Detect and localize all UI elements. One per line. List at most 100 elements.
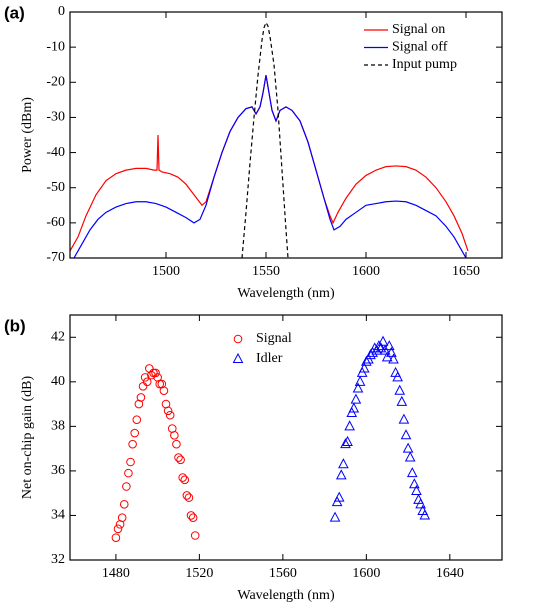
triangle-marker [361,355,372,366]
circle-marker [155,379,165,389]
circle-marker [126,457,135,467]
y-tick-label: 0 [58,4,65,19]
circle-marker [132,415,142,424]
triangle-marker [411,484,422,495]
legend-swatch [233,334,243,344]
y-tick-label: 42 [51,329,65,344]
x-tick-label: 1500 [152,264,180,279]
circle-marker [174,453,183,462]
plot-area [111,335,431,543]
plot-frame [69,314,503,561]
circle-marker [111,533,121,543]
triangle-marker [383,340,395,351]
y-tick-label: -20 [46,75,65,90]
circle-marker [184,493,194,502]
y-tick-label: 32 [51,552,65,567]
circle-marker [178,473,187,482]
triangle-marker [369,342,381,353]
triangle-marker [409,478,420,489]
circle-marker [188,513,198,522]
y-tick-label: -70 [46,250,65,265]
plot-area [70,21,469,258]
circle-marker [128,439,137,449]
x-tick-label: 1560 [269,566,297,581]
panel-label: (b) [4,316,26,335]
triangle-marker [352,382,364,393]
circle-marker [172,439,181,449]
circle-marker [117,513,127,522]
circle-marker [170,430,179,440]
x-tick-label: 1520 [185,566,213,581]
y-tick-label: 34 [51,508,65,523]
y-tick-label: -50 [46,180,65,195]
y-tick-label: -30 [46,110,65,125]
circle-marker [122,482,131,491]
triangle-marker [406,467,418,478]
triangle-marker [386,346,397,357]
legend-label: Signal off [392,40,448,55]
triangle-marker [344,420,355,431]
triangle-marker [348,402,360,413]
circle-marker [124,468,133,478]
x-tick-label: 1650 [452,264,480,279]
triangle-marker [400,429,412,440]
x-tick-label: 1550 [252,264,280,279]
circle-marker [159,386,169,396]
data-line [73,75,467,258]
circle-marker [113,524,123,534]
circle-marker [163,406,173,416]
x-axis-label: Wavelength (nm) [237,286,335,301]
triangle-marker [404,451,416,462]
triangle-marker [358,362,370,373]
y-tick-label: -10 [46,39,65,54]
circle-marker [138,381,148,391]
legend-swatch [232,352,244,363]
triangle-marker [333,491,345,502]
triangle-marker [338,458,349,469]
triangle-marker [398,413,410,424]
triangle-marker [335,469,347,480]
y-tick-label: 40 [51,374,65,389]
triangle-marker [375,342,387,353]
triangle-marker [394,384,406,395]
x-tick-label: 1480 [102,566,130,581]
y-axis-label: Power (dBm) [20,97,35,173]
x-tick-label: 1640 [436,566,464,581]
circle-marker [151,368,160,378]
y-tick-label: -40 [46,145,65,160]
legend-label: Input pump [392,57,457,72]
y-tick-label: -60 [46,215,65,230]
x-tick-label: 1600 [352,566,380,581]
triangle-marker [342,435,353,446]
x-axis-label: Wavelength (nm) [237,588,335,603]
circle-marker [119,500,129,509]
triangle-marker [415,498,426,509]
circle-marker [180,475,190,485]
plot-frame [69,11,503,259]
circle-marker [182,491,192,500]
circle-marker [140,373,150,382]
circle-marker [147,370,156,380]
triangle-marker [340,438,351,449]
panel-label: (a) [4,3,25,22]
y-tick-label: 38 [51,419,65,434]
triangle-marker [388,353,399,364]
triangle-marker [329,511,341,522]
circle-marker [165,410,175,420]
legend-label: Signal [256,331,292,346]
triangle-marker [419,509,431,520]
data-line [70,75,469,252]
circle-marker [176,455,185,465]
triangle-marker [392,371,403,382]
legend-label: Idler [256,351,283,366]
circle-marker [190,531,200,540]
circle-marker [142,377,152,387]
triangle-marker [354,375,366,386]
y-tick-label: 36 [51,463,65,478]
triangle-marker [402,442,414,453]
triangle-marker [377,335,389,346]
legend-label: Signal on [392,22,445,37]
data-line [241,21,289,258]
